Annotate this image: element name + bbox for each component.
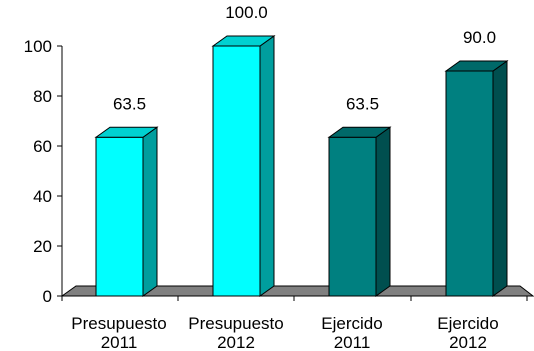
y-tick-label: 80 — [33, 87, 52, 106]
bar — [94, 126, 159, 297]
data-label: 90.0 — [463, 28, 496, 47]
bar — [327, 126, 392, 297]
y-tick-label: 0 — [43, 287, 52, 306]
x-tick-label: Ejercido — [437, 314, 498, 333]
bar — [211, 35, 276, 297]
y-axis-ticks: 0 20 40 60 80 100 — [24, 37, 62, 306]
bars — [94, 35, 509, 297]
y-tick-label: 100 — [24, 37, 52, 56]
x-tick-label: 2012 — [449, 333, 487, 351]
bar-side — [375, 126, 391, 297]
y-tick-label: 40 — [33, 187, 52, 206]
bar-front — [445, 70, 494, 297]
y-tick-label: 60 — [33, 137, 52, 156]
x-tick-label: 2011 — [101, 333, 138, 351]
bar-side — [259, 35, 275, 297]
data-labels: 63.5 100.0 63.5 90.0 — [113, 3, 496, 113]
bar-top — [94, 126, 159, 138]
x-tick-label: Ejercido — [321, 314, 382, 333]
data-label: 63.5 — [113, 94, 146, 113]
x-tick-label: Presupuesto — [71, 314, 166, 333]
bar-top — [327, 126, 392, 138]
bar-top — [211, 35, 276, 47]
bar — [444, 60, 509, 297]
bar-side — [142, 126, 158, 297]
bar-front — [212, 45, 261, 297]
data-label: 63.5 — [346, 94, 379, 113]
x-tick-label: 2012 — [217, 333, 255, 351]
x-tick-label: 2011 — [334, 333, 371, 351]
bar-top — [444, 60, 509, 72]
bar-side — [492, 60, 508, 297]
x-axis-ticks: Presupuesto2011Presupuesto2012Ejercido20… — [61, 296, 528, 351]
x-tick-label: Presupuesto — [188, 314, 283, 333]
bar-front — [328, 136, 377, 297]
data-label: 100.0 — [225, 3, 268, 22]
y-tick-label: 20 — [33, 237, 52, 256]
bar-front — [95, 136, 144, 297]
